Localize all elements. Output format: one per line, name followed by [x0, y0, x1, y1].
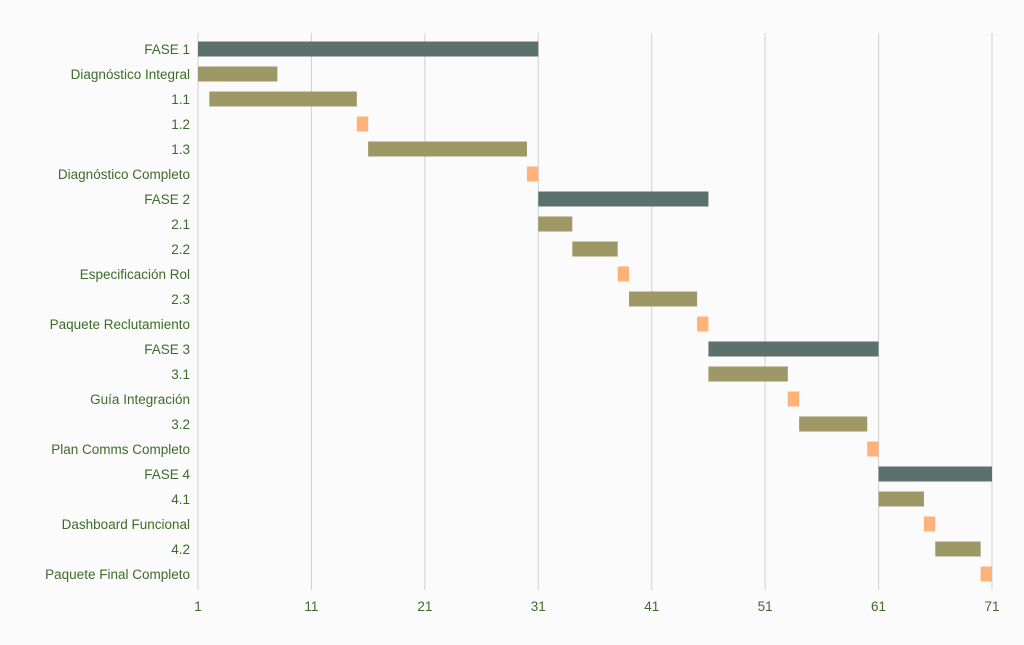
milestone-bar — [787, 391, 800, 407]
x-tick-label: 51 — [758, 599, 773, 614]
task-label: 2.2 — [171, 242, 190, 257]
task-bar — [935, 541, 981, 557]
task-bar — [538, 216, 573, 232]
task-bar — [209, 91, 357, 107]
x-tick-label: 61 — [871, 599, 886, 614]
task-label: Diagnóstico Integral — [71, 67, 190, 82]
task-bar — [572, 241, 618, 257]
task-bar — [878, 491, 924, 507]
task-label: 1.3 — [171, 142, 190, 157]
x-tick-label: 31 — [531, 599, 546, 614]
bars — [198, 41, 992, 582]
task-label: Dashboard Funcional — [62, 517, 190, 532]
phase-bar — [708, 341, 879, 357]
x-tick-label: 41 — [644, 599, 659, 614]
milestone-bar — [526, 166, 539, 182]
task-bar — [368, 141, 527, 157]
grid-lines — [197, 33, 993, 590]
x-tick-label: 1 — [194, 599, 202, 614]
phase-bar — [538, 191, 709, 207]
task-label: Diagnóstico Completo — [58, 167, 190, 182]
milestone-bar — [697, 316, 709, 332]
x-tick-label: 71 — [984, 599, 999, 614]
x-tick-label: 21 — [417, 599, 432, 614]
task-label: FASE 4 — [144, 467, 190, 482]
phase-bar — [878, 466, 992, 482]
milestone-bar — [923, 516, 936, 532]
milestone-bar — [980, 566, 992, 582]
task-label: Especificación Rol — [80, 267, 190, 282]
milestone-bar — [356, 116, 369, 132]
task-label: Guía Integración — [90, 392, 190, 407]
task-label: FASE 2 — [144, 192, 190, 207]
task-label: 2.1 — [171, 217, 190, 232]
task-label: FASE 3 — [144, 342, 190, 357]
task-label: 1.2 — [171, 117, 190, 132]
task-labels: FASE 1 Diagnóstico Integral 1.1 1.2 1.3 Diagn… — [45, 42, 190, 582]
task-label: 4.1 — [171, 492, 190, 507]
phase-bar — [198, 41, 539, 57]
x-axis-ticks: 1 11 21 31 41 51 61 71 — [194, 599, 999, 614]
task-bar — [799, 416, 868, 432]
milestone-bar — [617, 266, 630, 282]
task-label: 3.2 — [171, 417, 190, 432]
task-bar — [629, 291, 698, 307]
task-label: 4.2 — [171, 542, 190, 557]
task-label: 2.3 — [171, 292, 190, 307]
task-label: Paquete Final Completo — [45, 567, 190, 582]
task-label: FASE 1 — [144, 42, 190, 57]
x-tick-label: 11 — [304, 599, 318, 614]
task-label: Paquete Reclutamiento — [50, 317, 190, 332]
task-bar — [708, 366, 788, 382]
task-label: Plan Comms Completo — [51, 442, 190, 457]
milestone-bar — [867, 441, 879, 457]
task-label: 3.1 — [171, 367, 190, 382]
task-bar — [198, 66, 278, 82]
task-label: 1.1 — [171, 92, 190, 107]
